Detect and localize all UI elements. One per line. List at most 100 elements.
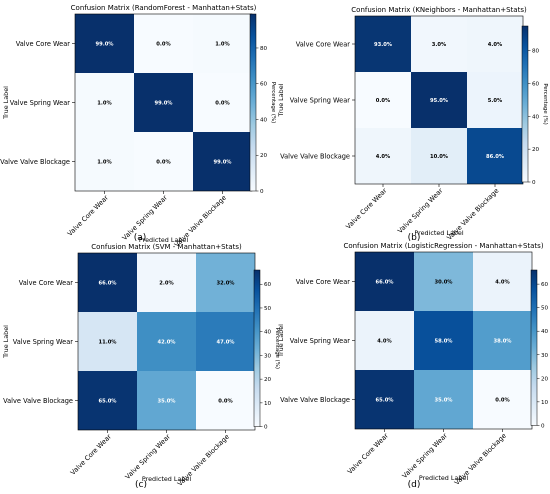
heatmap-cell [78, 312, 137, 371]
cell-value-label: 11.0% [99, 340, 118, 346]
cell-value-label: 0.0% [156, 160, 171, 166]
cell-value-label: 65.0% [376, 398, 395, 404]
heatmap-cell [196, 371, 255, 430]
colorbar-tick-label: 80 [532, 49, 540, 55]
y-tick-label: Valve Core Wear [19, 279, 74, 287]
x-tick-label: Valve Core Wear [346, 432, 390, 476]
cell-value-label: 2.0% [159, 281, 174, 287]
colorbar-tick-label: 0 [532, 180, 536, 186]
panel-caption: (b) [408, 233, 421, 243]
cell-value-label: 95.0% [430, 98, 449, 104]
y-axis-label: True Label [277, 324, 285, 358]
colorbar-tick-label: 20 [260, 153, 268, 159]
heatmap-cell [411, 16, 467, 72]
heatmap-cell [75, 132, 134, 191]
x-tick-label: Valve Spring Wear [124, 433, 172, 481]
cell-value-label: 0.0% [218, 399, 233, 405]
colorbar-label: Percentage (%) [270, 82, 276, 123]
cell-value-label: 3.0% [432, 42, 447, 48]
confusion-matrix-panel-b: Confusion Matrix (KNeighbors - Manhattan… [277, 6, 548, 243]
x-tick-label: Valve Spring Wear [396, 187, 444, 235]
y-axis-label: True Label [2, 325, 10, 359]
cell-value-label: 4.0% [488, 42, 503, 48]
colorbar-tick-label: 0 [264, 425, 268, 431]
y-tick-label: Valve Valve Blockage [0, 158, 70, 166]
colorbar-tick-label: 40 [541, 329, 549, 335]
heatmap-cell [355, 128, 411, 184]
colorbar [530, 269, 538, 426]
colorbar-tick-label: 40 [260, 117, 268, 123]
heatmap-cell [355, 72, 411, 128]
cell-value-label: 38.0% [494, 339, 513, 345]
y-tick-label: Valve Valve Blockage [280, 396, 350, 404]
y-tick-label: Valve Spring Wear [10, 99, 71, 107]
y-axis-label: True Label [277, 83, 285, 117]
heatmap-cell [467, 72, 523, 128]
cell-value-label: 32.0% [217, 281, 236, 287]
cell-value-label: 99.0% [155, 101, 174, 107]
cell-value-label: 1.0% [215, 42, 230, 48]
chart-title: Confusion Matrix (KNeighbors - Manhattan… [351, 6, 527, 14]
colorbar-tick-label: 50 [541, 306, 549, 312]
y-tick-label: Valve Spring Wear [13, 338, 74, 346]
colorbar-tick-label: 50 [264, 306, 272, 312]
heatmap-cell [473, 311, 532, 370]
heatmap-cell [78, 253, 137, 312]
heatmap-cell [137, 371, 196, 430]
x-tick-label: Valve Core Wear [69, 433, 113, 477]
colorbar [521, 25, 529, 183]
cell-value-label: 66.0% [99, 281, 118, 287]
y-tick-label: Valve Spring Wear [290, 97, 351, 105]
heatmap-cell [134, 132, 193, 191]
colorbar-tick-label: 30 [541, 353, 549, 359]
colorbar-tick-label: 0 [260, 189, 264, 195]
colorbar [253, 269, 261, 427]
cell-value-label: 35.0% [158, 399, 177, 405]
x-axis-label: Predicted Label [419, 474, 468, 482]
cell-value-label: 0.0% [376, 98, 391, 104]
heatmap-cell [355, 252, 414, 311]
x-tick-label: Valve Core Wear [66, 194, 110, 238]
colorbar-tick-label: 30 [264, 353, 272, 359]
heatmap-cell [467, 128, 523, 184]
heatmap-cell [75, 73, 134, 132]
colorbar-tick-label: 20 [264, 377, 272, 383]
cell-value-label: 65.0% [99, 399, 118, 405]
cell-value-label: 99.0% [214, 160, 233, 166]
heatmap-cell [193, 73, 252, 132]
heatmap-cell [137, 253, 196, 312]
colorbar-tick-label: 60 [532, 81, 540, 87]
heatmap-cell [411, 128, 467, 184]
heatmap-cell [75, 14, 134, 73]
heatmap-cell [193, 14, 252, 73]
cell-value-label: 86.0% [486, 154, 505, 160]
colorbar-tick-label: 60 [264, 282, 272, 288]
cell-value-label: 1.0% [97, 160, 112, 166]
cell-value-label: 4.0% [376, 154, 391, 160]
cell-value-label: 4.0% [495, 280, 510, 286]
heatmap-cell [134, 14, 193, 73]
y-tick-label: Valve Core Wear [296, 278, 351, 286]
colorbar-tick-label: 10 [541, 400, 549, 406]
cell-value-label: 4.0% [377, 339, 392, 345]
heatmap-cell [473, 252, 532, 311]
x-tick-label: Valve Spring Wear [401, 432, 449, 480]
colorbar-tick-label: 40 [264, 330, 272, 336]
heatmap-cell [355, 311, 414, 370]
y-tick-label: Valve Spring Wear [290, 337, 351, 345]
x-tick-label: Valve Core Wear [344, 187, 388, 231]
confusion-matrix-panel-d: Confusion Matrix (LogisticRegression - M… [277, 242, 549, 490]
x-axis-label: Predicted Label [414, 229, 463, 237]
cell-value-label: 35.0% [435, 398, 454, 404]
heatmap-cell [473, 370, 532, 429]
cell-value-label: 58.0% [435, 339, 454, 345]
heatmap-cell [193, 132, 252, 191]
heatmap-cell [137, 312, 196, 371]
panel-caption: (c) [135, 480, 147, 490]
chart-title: Confusion Matrix (LogisticRegression - M… [343, 242, 543, 250]
colorbar-tick-label: 0 [541, 423, 545, 429]
y-axis-label: True Label [2, 86, 10, 120]
cell-value-label: 47.0% [217, 340, 236, 346]
heatmap-cell [134, 73, 193, 132]
confusion-matrix-panel-c: Confusion Matrix (SVM - Manhattan+Stats)… [2, 243, 280, 490]
